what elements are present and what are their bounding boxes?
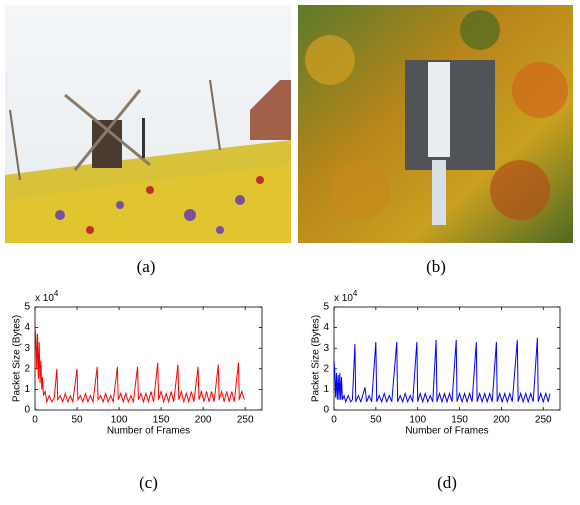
caption: (d) — [437, 473, 457, 492]
x-tick-label: 200 — [195, 415, 212, 426]
multiplier-base: x 10 — [35, 293, 54, 304]
multiplier-exponent: 4 — [353, 289, 358, 298]
plot-area — [333, 306, 561, 411]
x-tick-label: 100 — [409, 415, 426, 426]
data-line — [34, 327, 245, 404]
y-axis-label: Packet Size (Bytes) — [311, 315, 322, 402]
x-tick-label: 50 — [370, 415, 382, 426]
multiplier-base: x 10 — [334, 293, 353, 304]
y-tick-label: 3 — [24, 343, 30, 354]
x-axis-label: Number of Frames — [405, 426, 488, 437]
y-tick-label: 1 — [24, 384, 30, 395]
plot-area — [34, 306, 263, 411]
y-tick-label: 0 — [24, 405, 30, 416]
y-multiplier: x 104 — [35, 289, 59, 304]
x-tick-label: 250 — [237, 415, 254, 426]
y-tick-label: 4 — [323, 322, 329, 333]
y-tick-label: 5 — [323, 302, 329, 313]
y-tick-label: 2 — [323, 363, 329, 374]
x-tick-label: 50 — [71, 415, 83, 426]
y-tick-label: 4 — [24, 322, 30, 333]
photo-windmill — [5, 5, 291, 243]
x-axis-label: Number of Frames — [107, 426, 190, 437]
x-tick-label: 150 — [153, 415, 170, 426]
y-tick-label: 3 — [323, 343, 329, 354]
x-tick-label: 100 — [111, 415, 128, 426]
multiplier-exponent: 4 — [54, 289, 59, 298]
x-tick-label: 0 — [32, 415, 38, 426]
x-tick-label: 150 — [451, 415, 468, 426]
caption: (c) — [139, 473, 158, 492]
y-tick-label: 1 — [323, 384, 329, 395]
y-axis-label: Packet Size (Bytes) — [12, 315, 23, 402]
x-tick-label: 200 — [493, 415, 510, 426]
caption: (a) — [137, 257, 156, 276]
y-tick-label: 0 — [323, 405, 329, 416]
y-tick-label: 2 — [24, 363, 30, 374]
x-tick-label: 250 — [535, 415, 552, 426]
y-tick-label: 5 — [24, 302, 30, 313]
y-multiplier: x 104 — [334, 289, 358, 304]
photo-waterfall — [298, 5, 573, 243]
data-line — [333, 337, 551, 404]
caption: (b) — [426, 257, 446, 276]
x-tick-label: 0 — [331, 415, 337, 426]
